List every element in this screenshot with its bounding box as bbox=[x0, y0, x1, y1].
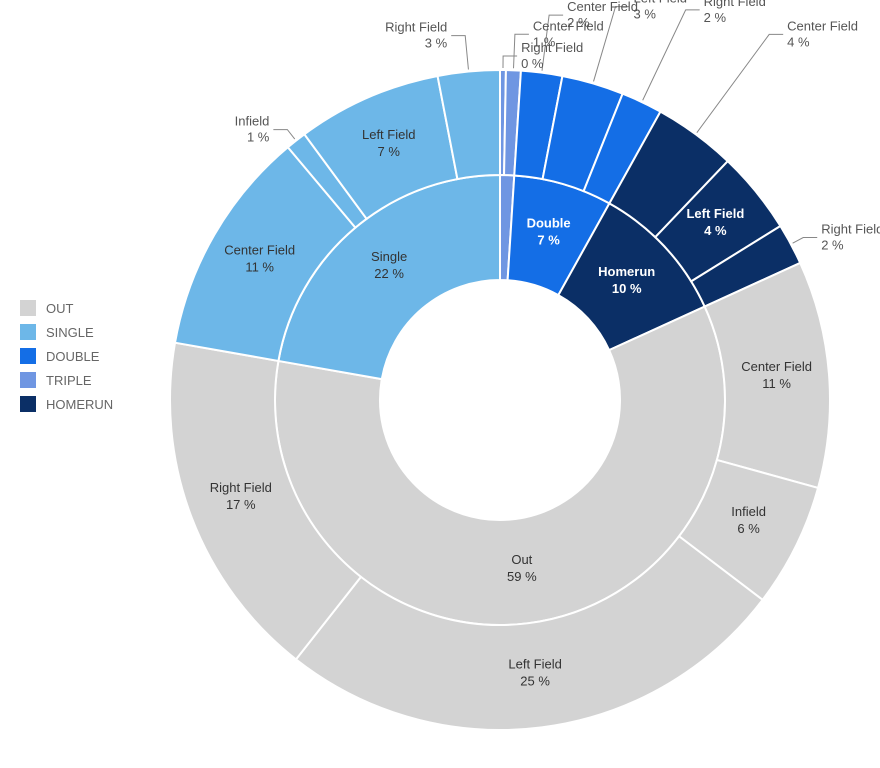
outer-label-ext: Left Field bbox=[634, 0, 687, 6]
sunburst-chart: Double 7 % Homerun 10 % Out 59 % Single 22 % Lef… bbox=[0, 0, 880, 768]
outer-percent-ext: 2 % bbox=[821, 238, 844, 253]
legend-item-homerun: HOMERUN bbox=[20, 396, 113, 412]
legend: OUT SINGLE DOUBLE TRIPLE HOMERUN bbox=[20, 300, 113, 420]
outer-percent: 4 % bbox=[704, 223, 727, 238]
inner-label: Single bbox=[371, 249, 407, 264]
outer-label: Infield bbox=[731, 504, 766, 519]
outer-percent-ext: 2 % bbox=[704, 10, 727, 25]
legend-label: TRIPLE bbox=[46, 373, 92, 388]
legend-item-double: DOUBLE bbox=[20, 348, 113, 364]
outer-percent: 25 % bbox=[520, 673, 550, 688]
outer-percent: 7 % bbox=[378, 144, 401, 159]
legend-item-single: SINGLE bbox=[20, 324, 113, 340]
inner-label: Homerun bbox=[598, 264, 655, 279]
outer-label-ext: Infield bbox=[235, 114, 270, 129]
inner-percent: 22 % bbox=[374, 266, 404, 281]
leader-line bbox=[273, 130, 294, 139]
outer-percent-ext: 0 % bbox=[521, 56, 544, 71]
leader-line bbox=[643, 10, 700, 100]
legend-swatch bbox=[20, 348, 36, 364]
inner-label: Double bbox=[527, 215, 571, 230]
legend-label: SINGLE bbox=[46, 325, 94, 340]
outer-percent: 17 % bbox=[226, 497, 256, 512]
outer-label-ext: Center Field bbox=[787, 18, 858, 33]
outer-label: Left Field bbox=[508, 656, 561, 671]
legend-label: HOMERUN bbox=[46, 397, 113, 412]
legend-item-triple: TRIPLE bbox=[20, 372, 113, 388]
outer-percent-ext: 4 % bbox=[787, 34, 810, 49]
leader-line bbox=[451, 36, 468, 70]
outer-label-ext: Right Field bbox=[821, 222, 880, 237]
outer-percent-ext: 3 % bbox=[425, 36, 448, 51]
inner-label: Out bbox=[511, 552, 532, 567]
outer-percent-ext: 3 % bbox=[634, 7, 657, 22]
outer-label: Left Field bbox=[362, 127, 415, 142]
outer-percent-ext: 1 % bbox=[533, 34, 556, 49]
legend-item-out: OUT bbox=[20, 300, 113, 316]
outer-percent: 11 % bbox=[762, 376, 791, 391]
legend-swatch bbox=[20, 300, 36, 316]
outer-label: Center Field bbox=[224, 242, 295, 257]
leader-line bbox=[503, 56, 517, 68]
leader-line bbox=[793, 238, 818, 244]
outer-percent: 11 % bbox=[245, 259, 274, 274]
leader-line bbox=[697, 34, 783, 132]
legend-label: DOUBLE bbox=[46, 349, 99, 364]
outer-percent: 6 % bbox=[737, 521, 760, 536]
outer-label-ext: Right Field bbox=[704, 0, 766, 9]
inner-percent: 10 % bbox=[612, 281, 642, 296]
outer-percent-ext: 2 % bbox=[567, 15, 590, 30]
outer-percent-ext: 1 % bbox=[247, 130, 270, 145]
legend-swatch bbox=[20, 372, 36, 388]
legend-label: OUT bbox=[46, 301, 73, 316]
legend-swatch bbox=[20, 324, 36, 340]
legend-swatch bbox=[20, 396, 36, 412]
outer-label: Left Field bbox=[686, 206, 744, 221]
outer-label-ext: Center Field bbox=[567, 0, 638, 14]
inner-percent: 59 % bbox=[507, 569, 537, 584]
inner-percent: 7 % bbox=[537, 232, 560, 247]
outer-label: Center Field bbox=[741, 359, 812, 374]
outer-label: Right Field bbox=[210, 480, 272, 495]
outer-label-ext: Right Field bbox=[385, 20, 447, 35]
